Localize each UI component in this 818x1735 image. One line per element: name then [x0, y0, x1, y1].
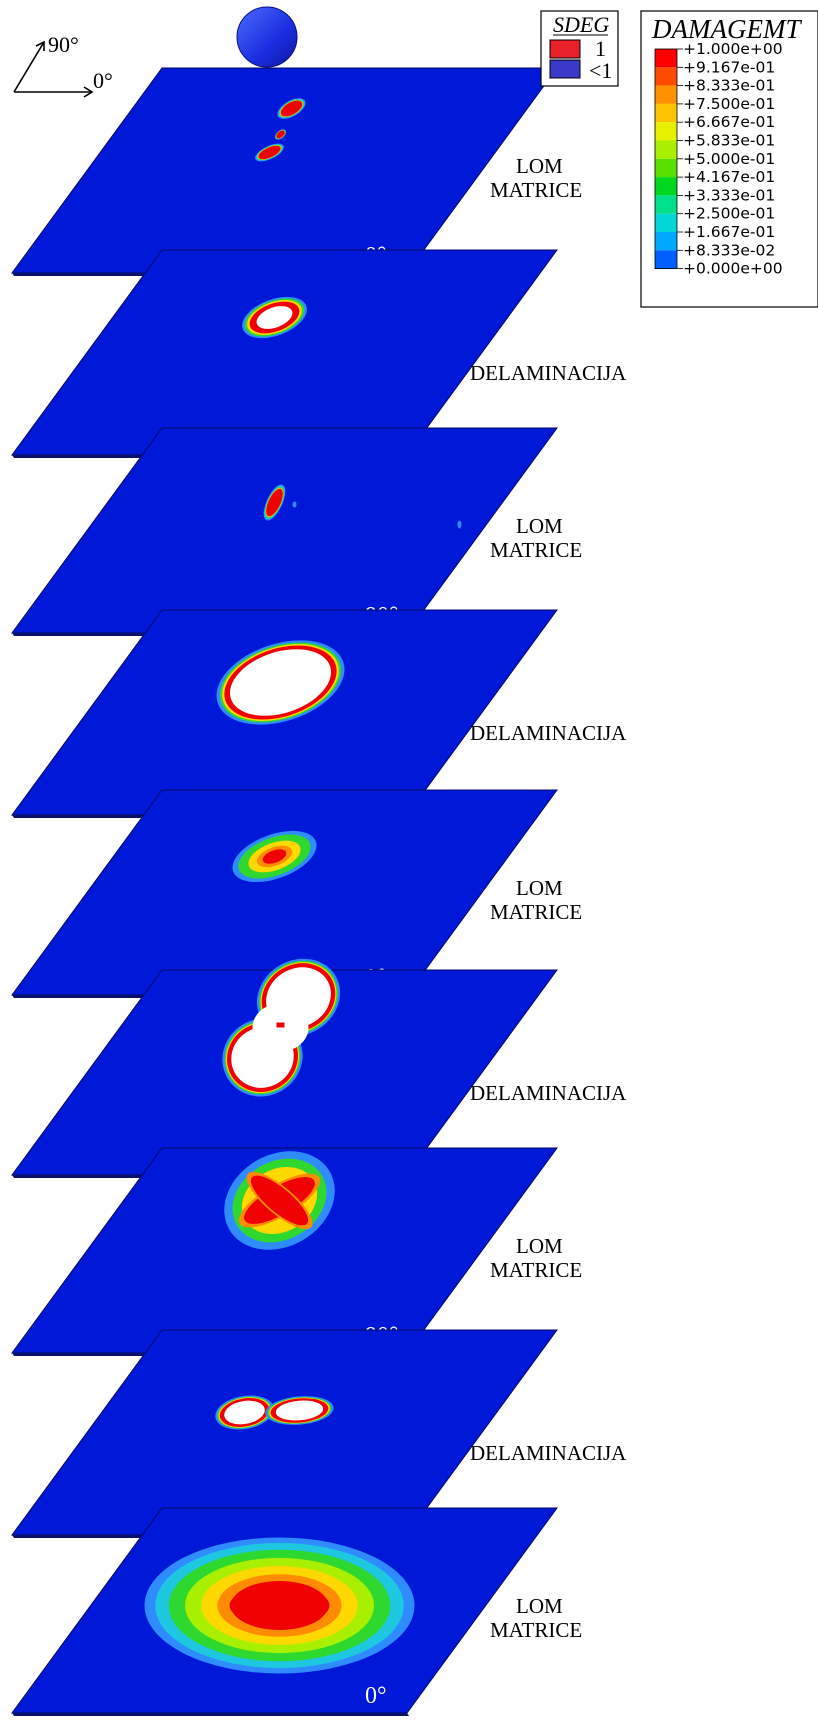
damagemt-color-band	[655, 140, 677, 159]
ply-plate	[11, 427, 558, 634]
sdeg-label-less-1: <1	[589, 58, 612, 83]
laminate-ply: DELAMINACIJA	[11, 1329, 627, 1538]
damagemt-color-band	[655, 177, 677, 196]
sdeg-swatch-1	[549, 39, 581, 59]
ply-plate	[11, 1329, 558, 1536]
sdeg-swatch-less-1	[549, 59, 581, 79]
ply-damage-label: LOM	[516, 514, 563, 538]
damagemt-legend: DAMAGEMT +1.000e+00+9.167e-01+8.333e-01+…	[640, 10, 818, 308]
damagemt-value-label: +8.333e-01	[683, 77, 775, 95]
damagemt-value-label: +0.000e+00	[683, 260, 783, 278]
damagemt-value-label: +2.500e-01	[683, 205, 775, 223]
arrow-90-head	[35, 40, 45, 51]
laminate-ply: DELAMINACIJA	[11, 958, 627, 1178]
damagemt-value-label: +1.667e-01	[683, 223, 775, 241]
ply-plate	[11, 67, 558, 274]
laminate-ply: DELAMINACIJA	[11, 609, 627, 818]
damage-contour	[266, 488, 283, 517]
damagemt-color-band	[655, 103, 677, 123]
damagemt-value-label: +9.167e-01	[683, 58, 775, 76]
damagemt-value-label: +5.000e-01	[683, 150, 775, 168]
sdeg-title: SDEG	[553, 12, 609, 37]
damagemt-color-band	[655, 232, 677, 251]
damage-contour	[292, 501, 297, 508]
damage-contour	[276, 1022, 285, 1028]
ply-damage-label: LOM	[516, 154, 563, 178]
damagemt-value-label: +7.500e-01	[683, 95, 775, 113]
orientation-90-label: 90°	[48, 32, 79, 57]
damagemt-value-label: +4.167e-01	[683, 168, 775, 186]
damagemt-color-band	[655, 122, 677, 141]
damage-contour	[250, 1175, 309, 1226]
ply-damage-label: LOM	[516, 1234, 563, 1258]
ply-damage-label: MATRICE	[490, 538, 582, 562]
ply-damage-label: DELAMINACIJA	[470, 1081, 627, 1105]
damagemt-color-band	[655, 85, 677, 104]
arrow-90-line	[13, 41, 45, 93]
damage-contour	[258, 145, 281, 160]
laminate-layers: 0°LOMMATRICEDELAMINACIJA90°LOMMATRICEDEL…	[11, 67, 627, 1716]
damagemt-value-label: +8.333e-02	[683, 241, 775, 259]
orientation-0-label: 0°	[93, 68, 113, 93]
damagemt-value-label: +5.833e-01	[683, 132, 775, 150]
ply-edge	[12, 1713, 409, 1716]
damagemt-value-label: +6.667e-01	[683, 113, 775, 131]
delamination-zone	[256, 306, 293, 329]
ply-damage-label: MATRICE	[490, 1258, 582, 1282]
arrow-0-head	[83, 86, 94, 98]
sdeg-legend: SDEG 1 <1	[540, 10, 619, 87]
damagemt-title: DAMAGEMT	[651, 14, 802, 44]
laminate-ply: DELAMINACIJA	[11, 249, 627, 458]
ply-angle-label: 0°	[365, 1683, 387, 1709]
ply-damage-label: LOM	[516, 1594, 563, 1618]
delamination-zone	[229, 649, 332, 716]
damage-contour	[280, 100, 303, 117]
damagemt-color-band	[655, 158, 677, 178]
orientation-arrows: 90° 0°	[13, 32, 113, 98]
damage-contour	[229, 1585, 330, 1626]
delamination-zone	[224, 1400, 265, 1425]
ply-damage-label: LOM	[516, 876, 563, 900]
damage-contour	[276, 130, 285, 139]
impactor-sphere	[236, 6, 298, 68]
damagemt-color-band	[655, 250, 677, 269]
ply-plate	[11, 249, 558, 456]
damagemt-value-label: +1.000e+00	[683, 40, 783, 58]
damagemt-color-band	[655, 195, 677, 214]
delamination-zone	[275, 1400, 324, 1421]
ply-damage-label: MATRICE	[490, 900, 582, 924]
ply-damage-label: DELAMINACIJA	[470, 721, 627, 745]
ply-damage-label: MATRICE	[490, 178, 582, 202]
damagemt-value-label: +3.333e-01	[683, 186, 775, 204]
ply-damage-label: MATRICE	[490, 1618, 582, 1642]
damagemt-color-band	[655, 213, 677, 232]
damagemt-color-band	[655, 49, 677, 68]
damagemt-color-band	[655, 67, 677, 86]
damage-contour	[457, 520, 462, 529]
ply-damage-label: DELAMINACIJA	[470, 361, 627, 385]
damage-contour	[262, 849, 287, 864]
sdeg-label-1: 1	[595, 36, 606, 61]
ply-damage-label: DELAMINACIJA	[470, 1441, 627, 1465]
